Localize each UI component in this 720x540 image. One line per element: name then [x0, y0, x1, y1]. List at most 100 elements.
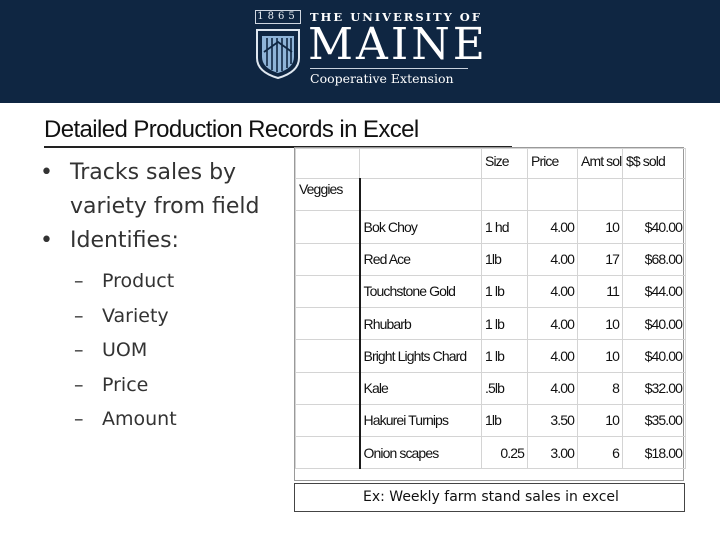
table-cell	[577, 177, 623, 212]
size-cell: 0.25	[481, 435, 528, 470]
price-cell: 3.50	[527, 403, 578, 438]
variety-cell: Rhubarb	[358, 306, 482, 341]
column-header: Amt sold	[577, 148, 623, 179]
dollars-sold-cell: $18.00	[622, 435, 686, 470]
empty-cell	[295, 306, 360, 341]
table-row: Hakurei Turnips 1lb 3.50 10 $35.00	[295, 403, 686, 438]
title-underline	[44, 146, 512, 148]
dollars-sold-cell: $40.00	[622, 210, 686, 244]
column-header: $$ sold	[622, 148, 686, 179]
table-row: Onion scapes 0.25 3.00 6 $18.00	[295, 435, 686, 470]
category-cell: Veggies	[295, 177, 360, 212]
bullet-text: Tracks sales by variety from field	[70, 160, 260, 219]
dollars-sold-cell: $44.00	[622, 274, 686, 309]
column-header	[295, 148, 360, 179]
spreadsheet-image: Size Price Amt sold $$ sold Veggies Bok …	[294, 147, 686, 481]
sub-bullet-text: Price	[102, 373, 149, 396]
price-cell: 4.00	[527, 339, 578, 373]
table-row: Bok Choy 1 hd 4.00 10 $40.00	[295, 210, 686, 244]
university-shield-logo-icon	[256, 29, 300, 80]
table-row: Red Ace 1lb 4.00 17 $68.00	[295, 242, 686, 276]
bullet-icon: •	[40, 228, 53, 253]
price-cell: 4.00	[527, 306, 578, 341]
variety-cell: Hakurei Turnips	[358, 403, 482, 438]
amount-sold-cell: 10	[577, 210, 623, 244]
price-cell: 4.00	[527, 274, 578, 309]
table-cell	[358, 177, 482, 212]
empty-cell	[295, 242, 360, 276]
sub-bullet-item: – Variety	[40, 299, 290, 334]
category-row: Veggies	[295, 177, 686, 212]
bullet-item: • Identifies:	[40, 224, 290, 258]
bullet-item: • Tracks sales by variety from field	[40, 156, 290, 224]
logo-divider	[310, 68, 468, 69]
price-cell: 4.00	[527, 242, 578, 276]
empty-cell	[295, 210, 360, 244]
table-row: Kale .5lb 4.00 8 $32.00	[295, 371, 686, 405]
sales-table: Size Price Amt sold $$ sold Veggies Bok …	[295, 148, 686, 470]
dollars-sold-cell: $40.00	[622, 339, 686, 373]
amount-sold-cell: 10	[577, 306, 623, 341]
sub-bullet-text: Amount	[102, 408, 177, 431]
size-cell: 1 lb	[481, 306, 528, 341]
amount-sold-cell: 10	[577, 339, 623, 373]
amount-sold-cell: 10	[577, 403, 623, 438]
empty-cell	[295, 435, 360, 470]
empty-cell	[295, 339, 360, 373]
variety-cell: Bok Choy	[358, 210, 482, 244]
dollars-sold-cell: $40.00	[622, 306, 686, 341]
variety-cell: Red Ace	[358, 242, 482, 276]
table-cell	[527, 177, 578, 212]
slide-title: Detailed Production Records in Excel	[44, 116, 419, 143]
dash-icon: –	[74, 373, 84, 396]
sub-bullet-list: – Product – Variety – UOM – Price – Amount	[40, 264, 290, 437]
amount-sold-cell: 6	[577, 435, 623, 470]
table-header-row: Size Price Amt sold $$ sold	[295, 148, 686, 179]
size-cell: 1 lb	[481, 274, 528, 309]
logo-state-name: MAINE	[308, 19, 488, 70]
sub-bullet-item: – Amount	[40, 402, 290, 437]
dash-icon: –	[74, 304, 84, 327]
sub-bullet-text: Variety	[102, 304, 169, 327]
bullet-icon: •	[40, 160, 53, 185]
size-cell: 1 lb	[481, 339, 528, 373]
dollars-sold-cell: $68.00	[622, 242, 686, 276]
table-row: Rhubarb 1 lb 4.00 10 $40.00	[295, 306, 686, 341]
amount-sold-cell: 11	[577, 274, 623, 309]
empty-cell	[295, 274, 360, 309]
price-cell: 3.00	[527, 435, 578, 470]
header-banner: 1865 THE UNIVERSITY OF MAINE Cooperative…	[0, 0, 720, 103]
amount-sold-cell: 17	[577, 242, 623, 276]
sub-bullet-text: Product	[102, 270, 175, 292]
dash-icon: –	[74, 270, 84, 292]
size-cell: .5lb	[481, 371, 528, 405]
logo-university-line: THE UNIVERSITY OF	[310, 10, 482, 24]
sub-bullet-text: UOM	[102, 339, 148, 362]
image-caption: Ex: Weekly farm stand sales in excel	[294, 483, 685, 512]
variety-cell: Bright Lights Chard	[358, 339, 482, 373]
sub-bullet-item: – Price	[40, 368, 290, 403]
table-cell	[622, 177, 686, 212]
size-cell: 1lb	[481, 242, 528, 276]
sub-bullet-item: – UOM	[40, 333, 290, 368]
bullet-list: • Tracks sales by variety from field • I…	[40, 156, 290, 437]
empty-cell	[295, 371, 360, 405]
amount-sold-cell: 8	[577, 371, 623, 405]
empty-cell	[295, 403, 360, 438]
column-header: Size	[481, 148, 528, 179]
price-cell: 4.00	[527, 210, 578, 244]
column-header: Price	[527, 148, 578, 179]
table-row: Touchstone Gold 1 lb 4.00 11 $44.00	[295, 274, 686, 309]
variety-cell: Touchstone Gold	[358, 274, 482, 309]
column-header	[359, 148, 482, 179]
logo-year: 1865	[255, 10, 301, 24]
dash-icon: –	[74, 408, 84, 431]
dollars-sold-cell: $35.00	[622, 403, 686, 438]
variety-cell: Kale	[358, 371, 482, 405]
table-cell	[481, 177, 528, 212]
logo-unit-name: Cooperative Extension	[310, 71, 454, 86]
price-cell: 4.00	[527, 371, 578, 405]
sub-bullet-item: – Product	[40, 264, 290, 299]
dash-icon: –	[74, 339, 84, 362]
dollars-sold-cell: $32.00	[622, 371, 686, 405]
